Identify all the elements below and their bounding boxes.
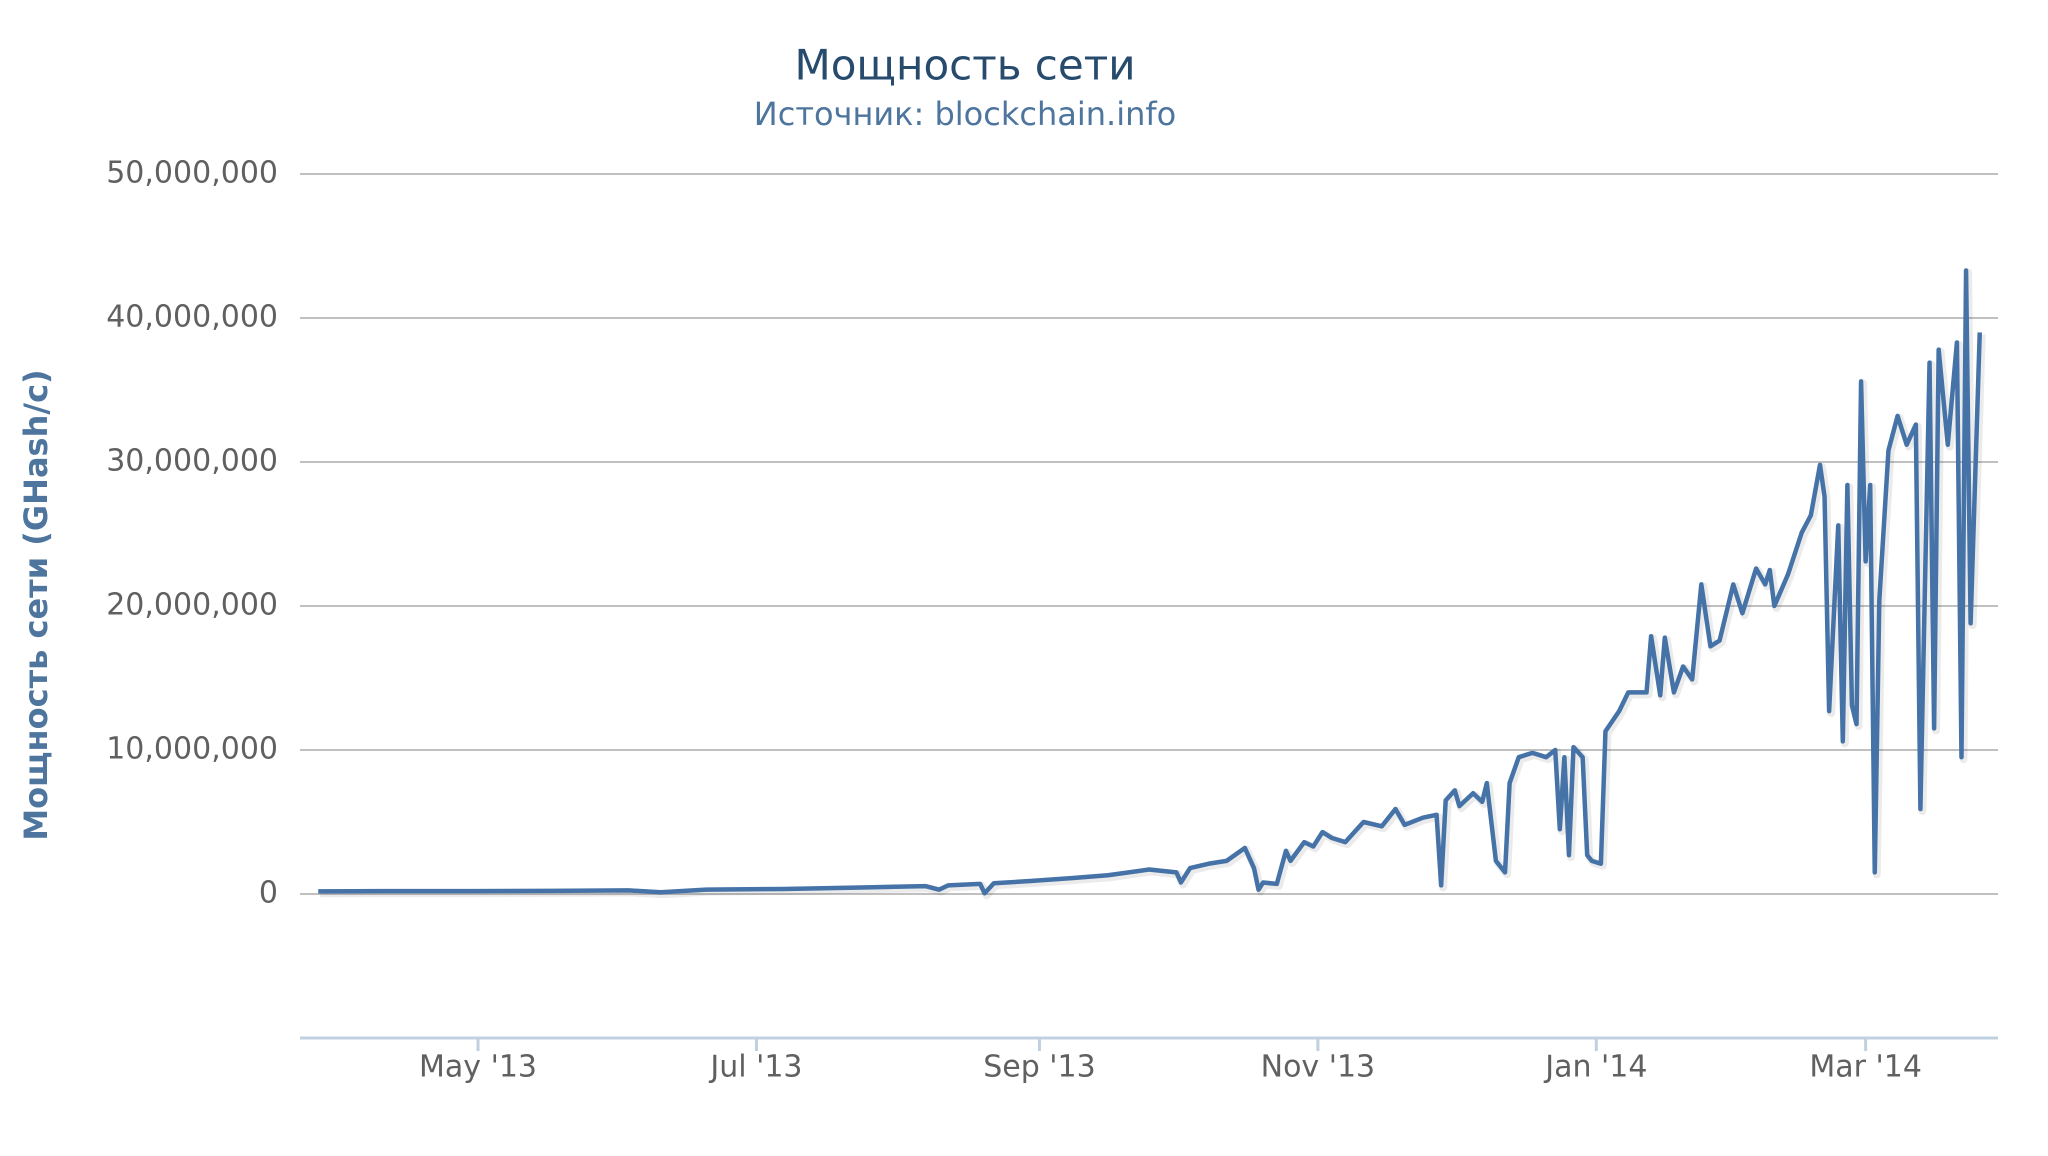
- x-tick-label: Jan '14: [1543, 1050, 1647, 1085]
- x-tick-label: Jul '13: [708, 1050, 802, 1085]
- y-tick-label: 30,000,000: [106, 444, 278, 479]
- x-tick-label: Nov '13: [1261, 1050, 1376, 1085]
- series-line: [318, 268, 1982, 896]
- y-tick-label: 0: [259, 876, 278, 911]
- y-tick-label: 20,000,000: [106, 588, 278, 623]
- y-tick-label: 40,000,000: [106, 300, 278, 335]
- chart-subtitle: Источник: blockchain.info: [754, 95, 1176, 133]
- x-tick-label: May '13: [419, 1050, 537, 1085]
- x-tick-label: Mar '14: [1809, 1050, 1922, 1085]
- chart-title: Мощность сети: [794, 41, 1135, 90]
- x-tick-label: Sep '13: [983, 1050, 1096, 1085]
- y-axis-title: Мощность сети (GHash/c): [17, 369, 55, 840]
- y-tick-label: 10,000,000: [106, 732, 278, 767]
- y-tick-label: 50,000,000: [106, 156, 278, 191]
